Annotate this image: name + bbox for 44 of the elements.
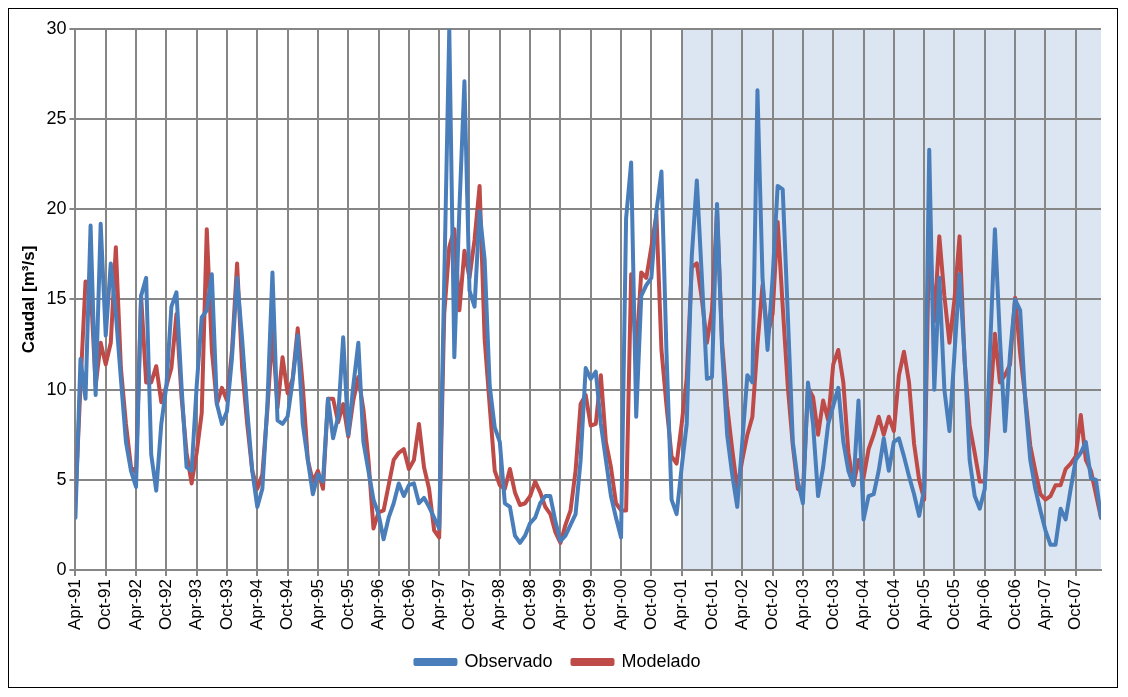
x-tick-label: Apr-05: [913, 578, 933, 631]
legend-label: Observado: [464, 650, 553, 671]
x-tick-label: Apr-96: [368, 578, 388, 631]
x-tick-label: Oct-93: [216, 578, 236, 631]
x-tick-label: Oct-07: [1065, 578, 1085, 631]
x-tick-label: Oct-02: [762, 578, 782, 631]
x-tick-label: Oct-06: [1004, 578, 1024, 631]
x-tick-label: Oct-91: [95, 578, 115, 631]
x-tick-label: Oct-01: [701, 578, 721, 631]
x-tick-label: Oct-96: [398, 578, 418, 631]
x-tick-label: Apr-02: [731, 578, 751, 631]
x-tick-label: Oct-99: [580, 578, 600, 631]
x-tick-label: Apr-91: [65, 578, 85, 631]
x-tick-label: Apr-00: [610, 578, 630, 631]
x-tick-label: Apr-95: [307, 578, 327, 631]
x-tick-label: Apr-06: [974, 578, 994, 631]
x-tick-label: Apr-03: [792, 578, 812, 631]
x-tick-label: Oct-92: [156, 578, 176, 631]
y-tick-label: 20: [46, 198, 67, 219]
x-tick-label: Apr-07: [1035, 578, 1055, 631]
y-tick-label: 15: [46, 288, 67, 309]
x-tick-label: Oct-98: [519, 578, 539, 631]
x-tick-label: Oct-00: [641, 578, 661, 631]
y-axis-title: Caudal [m³/s]: [18, 245, 38, 354]
y-tick-label: 0: [56, 558, 67, 579]
x-tick-label: Apr-04: [853, 578, 873, 631]
x-tick-label: Apr-99: [550, 578, 570, 631]
x-tick-label: Oct-95: [337, 578, 357, 631]
x-tick-label: Apr-92: [125, 578, 145, 631]
y-tick-label: 10: [46, 378, 67, 399]
x-tick-label: Oct-04: [883, 578, 903, 631]
x-tick-label: Oct-97: [459, 578, 479, 631]
x-tick-label: Apr-01: [671, 578, 691, 631]
y-tick-label: 25: [46, 108, 67, 129]
y-tick-label: 30: [46, 17, 67, 38]
x-tick-label: Oct-05: [944, 578, 964, 631]
legend-label: Modelado: [621, 650, 701, 671]
x-tick-label: Apr-98: [489, 578, 509, 631]
x-tick-label: Oct-03: [822, 578, 842, 631]
x-tick-label: Apr-94: [246, 578, 266, 631]
y-tick-label: 5: [56, 468, 67, 489]
x-tick-label: Apr-97: [428, 578, 448, 631]
x-tick-label: Apr-93: [186, 578, 206, 631]
x-tick-label: Oct-94: [277, 578, 297, 631]
